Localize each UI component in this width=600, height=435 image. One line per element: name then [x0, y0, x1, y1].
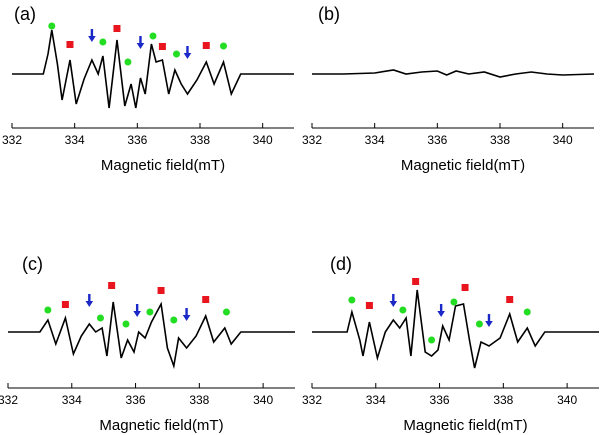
peak-circle [48, 22, 56, 30]
peak-circle [348, 296, 356, 304]
peak-square [108, 282, 116, 289]
x-tick-label: 332 [302, 133, 322, 147]
peak-square [66, 41, 74, 48]
peak-square [412, 278, 420, 285]
peak-circle [475, 320, 483, 328]
peak-circle [146, 308, 154, 316]
peak-arrow [182, 308, 191, 321]
peak-circle [222, 308, 230, 316]
spectrum [12, 29, 294, 109]
spectrum [312, 289, 599, 369]
peak-square [202, 42, 210, 49]
peak-arrow [133, 304, 141, 317]
panel-label: (d) [330, 254, 352, 274]
peak-circle [122, 320, 130, 328]
x-tick-label: 332 [0, 393, 18, 407]
peak-circle [173, 50, 180, 58]
peak-square [157, 287, 165, 294]
peak-arrow [485, 314, 493, 327]
x-tick-label: 340 [553, 133, 573, 147]
peak-arrow [183, 46, 192, 59]
peak-circle [428, 336, 436, 344]
peak-square [158, 43, 166, 50]
x-axis-label: Magnetic field(mT) [403, 417, 527, 434]
peak-arrow [88, 29, 96, 42]
x-tick-label: 338 [493, 393, 513, 407]
x-tick-label: 332 [2, 133, 22, 147]
x-tick-label: 334 [365, 133, 385, 147]
peak-circle [523, 308, 531, 316]
spectrum [8, 301, 295, 370]
panel-label: (c) [22, 254, 43, 274]
x-tick-label: 336 [127, 133, 147, 147]
peak-square [506, 296, 514, 303]
peak-circle [149, 32, 157, 40]
x-tick-label: 338 [189, 393, 209, 407]
x-tick-label: 334 [366, 393, 386, 407]
x-tick-label: 340 [253, 393, 273, 407]
x-tick-label: 334 [65, 133, 85, 147]
spectrum [312, 69, 595, 78]
peak-circle [450, 298, 458, 306]
peak-circle [170, 316, 178, 324]
peak-arrow [85, 294, 94, 307]
peak-square [365, 302, 373, 309]
peak-square [202, 296, 210, 303]
peak-square [113, 25, 121, 32]
x-axis-label: Magnetic field(mT) [101, 157, 225, 174]
x-axis-label: Magnetic field(mT) [99, 417, 223, 434]
x-axis-label: Magnetic field(mT) [401, 157, 525, 174]
peak-square [61, 301, 69, 308]
x-tick-label: 340 [253, 133, 273, 147]
x-tick-label: 336 [126, 393, 146, 407]
peak-circle [124, 58, 132, 66]
x-tick-label: 332 [302, 393, 322, 407]
peak-arrow [437, 304, 445, 317]
peak-circle [399, 306, 407, 314]
peak-circle [99, 38, 107, 46]
panel-label: (b) [318, 4, 340, 24]
peak-square [461, 284, 469, 291]
panel-label: (a) [14, 4, 36, 24]
x-tick-label: 338 [490, 133, 510, 147]
peak-circle [96, 314, 104, 322]
x-tick-label: 338 [190, 133, 210, 147]
peak-circle [44, 306, 52, 314]
peak-circle [220, 42, 227, 50]
x-tick-label: 336 [427, 133, 447, 147]
x-tick-label: 334 [62, 393, 82, 407]
x-tick-label: 336 [430, 393, 450, 407]
peak-arrow [136, 36, 145, 49]
peak-arrow [389, 294, 398, 307]
x-tick-label: 340 [557, 393, 577, 407]
